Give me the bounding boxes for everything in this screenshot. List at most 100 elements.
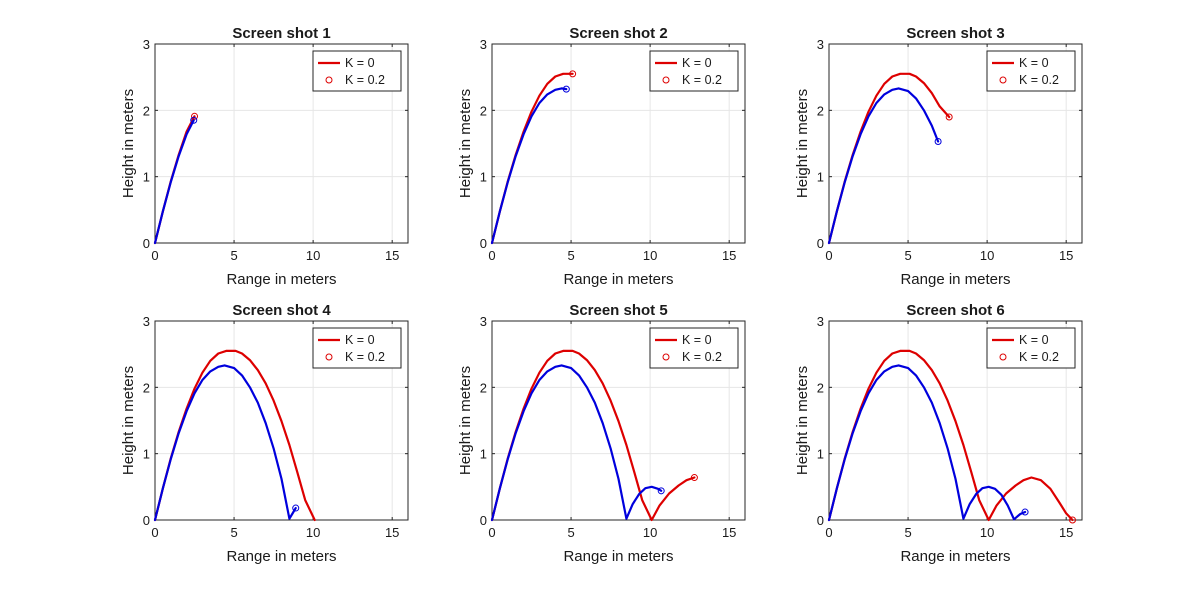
x-tick-label: 0 bbox=[151, 248, 158, 263]
y-tick-label: 3 bbox=[817, 314, 824, 329]
series-end-marker-k0 bbox=[1069, 516, 1077, 524]
x-axis-label: Range in meters bbox=[563, 271, 673, 288]
legend-box bbox=[312, 50, 402, 92]
y-axis-label: Height in meters bbox=[794, 366, 811, 475]
x-tick-label: 10 bbox=[643, 525, 657, 540]
legend: K = 0 K = 0.2 bbox=[312, 50, 402, 92]
series-end-marker-k0 bbox=[191, 112, 199, 120]
series-line-k02 bbox=[153, 364, 297, 522]
chart-panel-2: 0 5 10 15 0 1 2 3 Screen shot 2 Range in meters He… bbox=[457, 25, 746, 288]
series-end-marker-k02 bbox=[657, 487, 665, 495]
x-tick-label: 10 bbox=[306, 248, 320, 263]
legend: K = 0 K = 0.2 bbox=[649, 327, 739, 369]
chart-panel-4: 0 5 10 15 0 1 2 3 Screen shot 4 Range in meters He… bbox=[120, 302, 409, 565]
y-tick-label: 2 bbox=[480, 103, 487, 118]
series-line-k0 bbox=[827, 349, 1074, 522]
x-tick-label: 5 bbox=[567, 525, 574, 540]
chart-title: Screen shot 6 bbox=[906, 302, 1004, 319]
x-tick-label: 5 bbox=[230, 525, 237, 540]
chart-title: Screen shot 3 bbox=[906, 25, 1004, 42]
y-tick-label: 3 bbox=[480, 37, 487, 52]
chart-panel-5: 0 5 10 15 0 1 2 3 Screen shot 5 Range in meters He… bbox=[457, 302, 746, 565]
chart-panel-3: 0 5 10 15 0 1 2 3 Screen shot 3 Range in meters He… bbox=[794, 25, 1083, 288]
axes-box bbox=[154, 43, 409, 244]
chart-panel-6: 0 5 10 15 0 1 2 3 Screen shot 6 Range in meters He… bbox=[794, 302, 1083, 565]
y-tick-label: 3 bbox=[480, 314, 487, 329]
y-axis-label: Height in meters bbox=[457, 366, 474, 475]
series-end-marker-k0 bbox=[945, 113, 953, 121]
x-tick-label: 5 bbox=[904, 525, 911, 540]
chart-title: Screen shot 2 bbox=[569, 25, 667, 42]
legend-box bbox=[986, 50, 1076, 92]
y-tick-label: 2 bbox=[817, 103, 824, 118]
axes-box bbox=[828, 43, 1083, 244]
y-axis-label: Height in meters bbox=[794, 89, 811, 198]
x-axis-label: Range in meters bbox=[226, 271, 336, 288]
series-end-marker-k02 bbox=[934, 138, 942, 146]
x-axis-label: Range in meters bbox=[900, 548, 1010, 565]
legend-label-k0: K = 0 bbox=[1019, 333, 1049, 347]
legend-label-k02: K = 0.2 bbox=[345, 350, 385, 364]
legend-marker-k02 bbox=[662, 353, 670, 361]
x-axis-label: Range in meters bbox=[900, 271, 1010, 288]
axes-box bbox=[491, 320, 746, 521]
y-tick-label: 0 bbox=[143, 236, 150, 251]
x-tick-label: 15 bbox=[385, 525, 399, 540]
x-tick-label: 15 bbox=[722, 525, 736, 540]
y-tick-label: 0 bbox=[817, 513, 824, 528]
legend: K = 0 K = 0.2 bbox=[986, 50, 1076, 92]
legend-marker-k02 bbox=[325, 353, 333, 361]
axes-box bbox=[491, 43, 746, 244]
x-tick-label: 10 bbox=[306, 525, 320, 540]
legend-box bbox=[649, 327, 739, 369]
y-tick-label: 1 bbox=[480, 447, 487, 462]
x-tick-label: 0 bbox=[825, 248, 832, 263]
y-tick-label: 0 bbox=[480, 236, 487, 251]
legend-label-k02: K = 0.2 bbox=[345, 73, 385, 87]
y-tick-label: 1 bbox=[480, 170, 487, 185]
legend-label-k0: K = 0 bbox=[1019, 56, 1049, 70]
x-tick-label: 5 bbox=[567, 248, 574, 263]
x-tick-label: 10 bbox=[980, 525, 994, 540]
axes-box bbox=[154, 320, 409, 521]
series-end-marker-k0 bbox=[690, 474, 698, 482]
y-tick-label: 2 bbox=[480, 380, 487, 395]
x-tick-label: 0 bbox=[488, 248, 495, 263]
series-end-marker-k02 bbox=[1021, 508, 1029, 516]
x-tick-label: 15 bbox=[385, 248, 399, 263]
y-axis-label: Height in meters bbox=[120, 89, 137, 198]
legend: K = 0 K = 0.2 bbox=[986, 327, 1076, 369]
legend-box bbox=[986, 327, 1076, 369]
y-tick-label: 3 bbox=[817, 37, 824, 52]
y-tick-label: 0 bbox=[817, 236, 824, 251]
legend-box bbox=[312, 327, 402, 369]
x-tick-label: 10 bbox=[643, 248, 657, 263]
series-end-marker-k02 bbox=[190, 116, 198, 124]
x-tick-label: 5 bbox=[230, 248, 237, 263]
y-tick-label: 0 bbox=[480, 513, 487, 528]
y-tick-label: 1 bbox=[817, 170, 824, 185]
x-tick-label: 15 bbox=[1059, 248, 1073, 263]
y-tick-label: 3 bbox=[143, 37, 150, 52]
x-tick-label: 0 bbox=[825, 525, 832, 540]
legend-label-k02: K = 0.2 bbox=[682, 73, 722, 87]
series-line-k02 bbox=[153, 119, 195, 245]
legend-marker-k02 bbox=[662, 76, 670, 84]
legend-label-k02: K = 0.2 bbox=[1019, 73, 1059, 87]
y-tick-label: 0 bbox=[143, 513, 150, 528]
y-tick-label: 1 bbox=[143, 447, 150, 462]
series-end-marker-k02 bbox=[562, 85, 570, 93]
x-tick-label: 15 bbox=[722, 248, 736, 263]
series-line-k02 bbox=[490, 364, 663, 522]
legend: K = 0 K = 0.2 bbox=[649, 50, 739, 92]
legend-label-k0: K = 0 bbox=[682, 333, 712, 347]
legend: K = 0 K = 0.2 bbox=[312, 327, 402, 369]
series-line-k0 bbox=[490, 349, 696, 522]
legend-label-k0: K = 0 bbox=[345, 333, 375, 347]
series-line-k02 bbox=[490, 87, 568, 245]
series-line-k02 bbox=[827, 87, 940, 245]
legend-label-k02: K = 0.2 bbox=[1019, 350, 1059, 364]
legend-label-k02: K = 0.2 bbox=[682, 350, 722, 364]
